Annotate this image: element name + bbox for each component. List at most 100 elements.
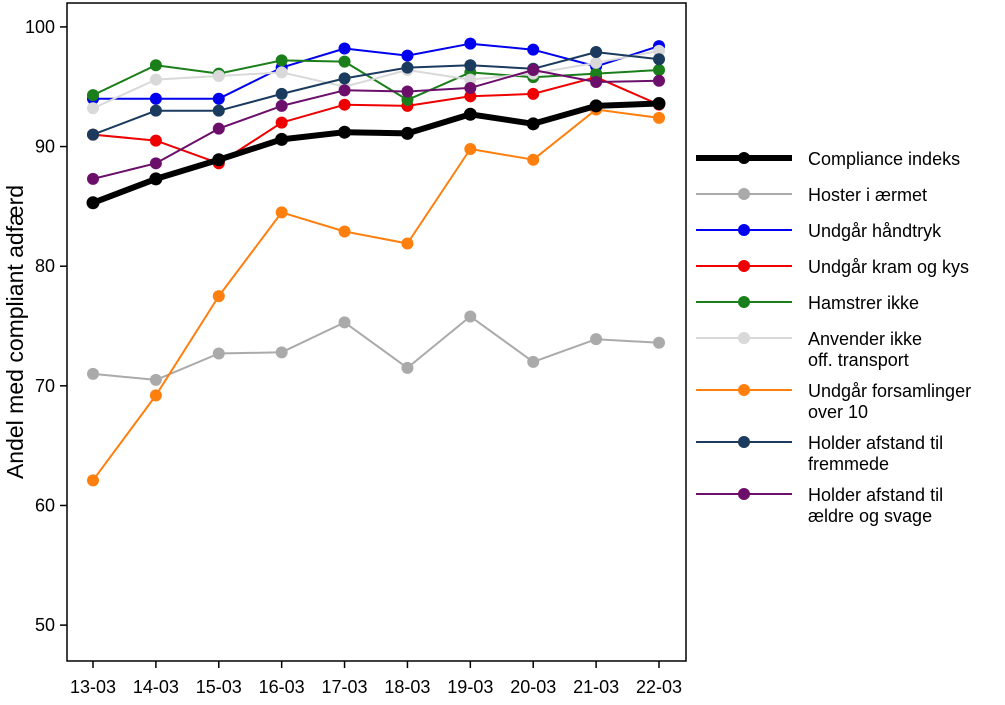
legend-label: Holder afstand til fremmede (808, 433, 943, 474)
data-point (653, 74, 665, 87)
y-tick-label: 70 (35, 376, 55, 396)
series-line-holder-afstand-til-aeldre-og-svage (92, 69, 660, 180)
x-tick-label: 21-03 (573, 677, 619, 697)
data-point (463, 107, 477, 121)
y-tick-label: 60 (35, 495, 55, 515)
data-point (527, 43, 540, 56)
legend-entry-undgar-forsamlinger-over-10: Undgår forsamlinger over 10 (696, 381, 971, 422)
series-compliance-indeks (86, 96, 666, 210)
y-tick-label: 50 (35, 615, 55, 635)
data-point (527, 153, 540, 166)
legend-marker (738, 188, 750, 200)
data-point (401, 237, 414, 250)
data-point (275, 132, 289, 146)
legend-marker (738, 224, 750, 236)
series-line-hoster-i-aermet (92, 315, 660, 381)
data-point (527, 355, 540, 368)
series-holder-afstand-til-aeldre-og-svage (87, 63, 665, 185)
data-point (212, 290, 225, 303)
data-point (401, 85, 414, 98)
legend-entry-hoster-i-aermet: Hoster i ærmet (696, 185, 927, 205)
data-point (338, 316, 351, 329)
data-point (149, 59, 162, 72)
x-tick-label: 16-03 (259, 677, 305, 697)
axes: 50 60 70 80 90 100 13-03 14-03 15-03 16-03 17-03 18… (2, 2, 687, 697)
data-point (87, 172, 99, 185)
data-point (338, 42, 351, 55)
x-tick-label: 14-03 (133, 677, 179, 697)
legend-label-line: Anvender ikke (808, 329, 922, 349)
data-point (653, 63, 665, 76)
data-point (275, 99, 288, 112)
data-point (338, 84, 351, 97)
data-point (527, 63, 540, 76)
legend-entry-compliance-indeks: Compliance indeks (696, 149, 960, 169)
series-line-undgar-forsamlinger-over-10 (92, 108, 660, 481)
data-point (589, 99, 603, 113)
data-point (275, 54, 288, 67)
legend-marker (738, 436, 750, 448)
data-point (464, 142, 477, 155)
data-point (212, 92, 225, 105)
legend-label-line: ældre og svage (808, 506, 932, 526)
data-point (401, 49, 414, 62)
data-point (149, 134, 162, 147)
data-point (653, 53, 665, 66)
data-point (401, 361, 414, 374)
series-line-undgar-handtryk (93, 42, 660, 100)
legend-label-line: fremmede (808, 454, 889, 474)
series-holder-afstand-til-fremmede (87, 46, 665, 141)
data-point (86, 196, 100, 210)
data-point (464, 73, 477, 86)
data-point (275, 206, 288, 219)
data-point (464, 81, 477, 94)
y-tick-label: 90 (35, 137, 55, 157)
data-point (87, 102, 99, 115)
series-line-holder-afstand-til-fremmede (92, 51, 660, 136)
legend-label: Undgår forsamlinger over 10 (808, 381, 971, 422)
y-axis-title: Andel med compliant adfærd (2, 185, 28, 479)
legend-marker (738, 152, 750, 164)
data-point (212, 153, 226, 167)
legend-entry-undgar-kram-og-kys: Undgår kram og kys (696, 257, 969, 277)
data-point (338, 225, 351, 238)
legend-entry-anvender-ikke-off-transport: Anvender ikke off. transport (696, 329, 922, 370)
legend-label: Undgår kram og kys (808, 257, 969, 277)
legend-label-line: Holder afstand til (808, 485, 943, 505)
series-line-undgar-kram-og-kys (92, 76, 660, 165)
legend-label: Anvender ikke off. transport (808, 329, 922, 370)
data-point (338, 125, 352, 139)
x-tick-label: 18-03 (384, 677, 430, 697)
legend-label-line: Hamstrer ikke (808, 293, 919, 313)
data-point (338, 72, 351, 85)
data-point (590, 46, 603, 59)
data-point (149, 92, 162, 105)
data-point (590, 67, 603, 80)
legend-label: Undgår håndtryk (808, 221, 942, 241)
data-point (275, 66, 288, 79)
legend-label-line: Holder afstand til (808, 433, 943, 453)
series-line-anvender-ikke-off-transport (92, 49, 660, 110)
legend-label-line: Undgår kram og kys (808, 257, 969, 277)
data-point (526, 117, 540, 131)
legend-marker (738, 488, 750, 500)
legend-marker (738, 384, 750, 396)
x-tick-label: 20-03 (510, 677, 556, 697)
data-point (653, 44, 665, 57)
plot-area (86, 37, 666, 487)
legend-entry-holder-afstand-til-fremmede: Holder afstand til fremmede (696, 433, 943, 474)
x-tick-label: 17-03 (322, 677, 368, 697)
legend-label-line: Compliance indeks (808, 149, 960, 169)
data-point (149, 104, 162, 117)
legend-label: Hamstrer ikke (808, 293, 919, 313)
data-point (212, 104, 225, 117)
legend-marker (738, 332, 750, 344)
x-tick-label: 22-03 (636, 677, 682, 697)
legend-entry-undgar-handtryk: Undgår håndtryk (696, 221, 942, 241)
legend-entry-hamstrer-ikke: Hamstrer ikke (696, 293, 919, 313)
legend-entry-holder-afstand-til-aeldre-og-svage: Holder afstand til ældre og svage (696, 485, 943, 526)
series-undgar-handtryk (87, 37, 665, 105)
data-point (212, 122, 225, 135)
y-tick-label: 100 (25, 17, 55, 37)
